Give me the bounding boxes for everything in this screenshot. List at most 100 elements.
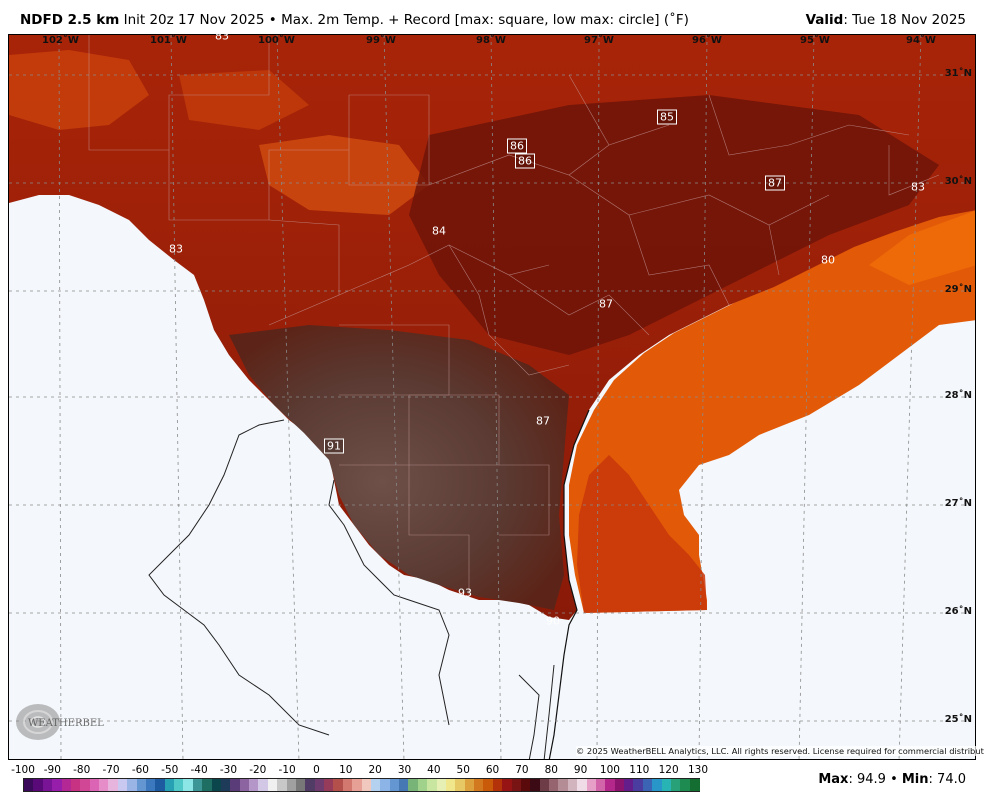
lon-label-94w: 94˚W	[906, 35, 936, 46]
gulf-orange	[569, 210, 975, 613]
colorbar-segment	[202, 779, 213, 791]
colorbar-tick-label: -70	[102, 764, 120, 776]
colorbar-segment	[483, 779, 494, 791]
colorbar-segment	[370, 779, 381, 791]
logo-text: WEATHERBELL	[28, 718, 104, 729]
map-title: NDFD 2.5 km Init 20z 17 Nov 2025 • Max. …	[20, 12, 689, 28]
colorbar-tick-label: 10	[339, 764, 353, 776]
station-record-box: 87	[765, 175, 785, 191]
colorbar-segment	[670, 779, 681, 791]
colorbar-segment	[642, 779, 653, 791]
colorbar-segment	[502, 779, 513, 791]
station-value: 93	[458, 586, 472, 600]
colorbar-tick-label: 80	[544, 764, 558, 776]
station-value: 87	[599, 297, 613, 311]
max-min-stats: Max: 94.9 • Min: 74.0	[818, 772, 966, 787]
colorbar-segment	[286, 779, 297, 791]
station-record-box: 86	[507, 138, 527, 154]
colorbar-segment	[455, 779, 466, 791]
product-name: Max. 2m Temp. + Record [max: square, low…	[281, 12, 689, 28]
lon-label-95w: 95˚W	[800, 35, 830, 46]
colorbar-segment	[558, 779, 569, 791]
colorbar-segment	[145, 779, 156, 791]
colorbar-segment	[220, 779, 231, 791]
lat-label-30n: 30˚N	[944, 176, 972, 187]
colorbar-tick-label: 60	[485, 764, 500, 776]
lat-label-27n: 27˚N	[944, 498, 972, 509]
colorbar-segment	[89, 779, 100, 791]
temperature-map	[8, 34, 976, 760]
station-value: 90	[546, 614, 560, 628]
copyright-notice: © 2025 WeatherBELL Analytics, LLC. All r…	[576, 746, 984, 756]
colorbar-segment	[183, 779, 194, 791]
colorbar-segment	[680, 779, 691, 791]
colorbar-segment	[361, 779, 372, 791]
colorbar-tick-label: -50	[161, 764, 179, 776]
colorbar-tick-label: 70	[515, 764, 529, 776]
colorbar-segment	[211, 779, 222, 791]
title-bullet: •	[268, 12, 277, 28]
colorbar-segment	[380, 779, 391, 791]
coastline	[548, 409, 590, 759]
colorbar-segment	[605, 779, 616, 791]
max-label: Max	[818, 772, 849, 787]
colorbar-tick-label: -40	[190, 764, 208, 776]
colorbar-segment	[624, 779, 634, 791]
colorbar-segment	[539, 779, 550, 791]
colorbar-tick-label: -90	[43, 764, 61, 776]
colorbar-segment	[464, 779, 475, 791]
colorbar-segment	[70, 779, 81, 791]
colorbar-segment	[661, 779, 672, 791]
colorbar-tick-label: 40	[427, 764, 441, 776]
colorbar-segment	[117, 779, 128, 791]
colorbar-segment	[52, 779, 63, 791]
colorbar-tick-label: 130	[687, 764, 709, 776]
colorbar-segment	[511, 779, 522, 791]
colorbar-tick-label: -20	[249, 764, 267, 776]
lon-label-96w: 96˚W	[692, 35, 722, 46]
colorbar-segment	[389, 779, 400, 791]
min-label: Min	[901, 772, 929, 787]
colorbar-segment	[352, 779, 363, 791]
colorbar-segment	[399, 779, 409, 791]
station-value: 87	[536, 414, 550, 428]
colorbar-segment	[614, 779, 625, 791]
lat-label-26n: 26˚N	[944, 606, 972, 617]
colorbar-tick-label: -60	[131, 764, 149, 776]
lon-label-97w: 97˚W	[584, 35, 614, 46]
station-value: 83	[169, 242, 183, 256]
colorbar-segment	[230, 779, 241, 791]
graticule	[9, 35, 975, 759]
colorbar-segment	[417, 779, 428, 791]
colorbar-segment	[408, 779, 419, 791]
colorbar-segment	[249, 779, 259, 791]
colorbar-segment	[239, 779, 250, 791]
colorbar-segment	[577, 779, 588, 791]
colorbar-segment	[164, 779, 175, 791]
dark-region-east	[409, 95, 939, 355]
colorbar-segment	[445, 779, 456, 791]
gulf-bright-orange	[869, 210, 975, 285]
colorbar-tick-label: 50	[456, 764, 470, 776]
colorbar-tick-label: 90	[573, 764, 588, 776]
colorbar-segment	[492, 779, 503, 791]
colorbar-segment	[595, 779, 606, 791]
colorbar-segment	[42, 779, 53, 791]
max-value: : 94.9	[848, 772, 886, 787]
station-value: 83	[215, 29, 229, 43]
colorbar-tick-label: -100	[11, 764, 35, 776]
lat-label-29n: 29˚N	[944, 284, 972, 295]
stats-bullet: •	[890, 772, 898, 787]
weatherbell-logo: WEATHERBELL	[14, 700, 111, 746]
station-value: 84	[432, 224, 446, 238]
colorbar-segment	[174, 779, 184, 791]
header: NDFD 2.5 km Init 20z 17 Nov 2025 • Max. …	[0, 0, 984, 34]
colorbar-segment	[136, 779, 147, 791]
station-record-box: 91	[324, 438, 344, 454]
colorbar-segment	[436, 779, 447, 791]
valid-label: Valid	[805, 12, 844, 28]
colorbar-segment	[295, 779, 306, 791]
colorbar-segment	[324, 779, 334, 791]
colorbar-segment	[258, 779, 269, 791]
colorbar-segment	[314, 779, 325, 791]
